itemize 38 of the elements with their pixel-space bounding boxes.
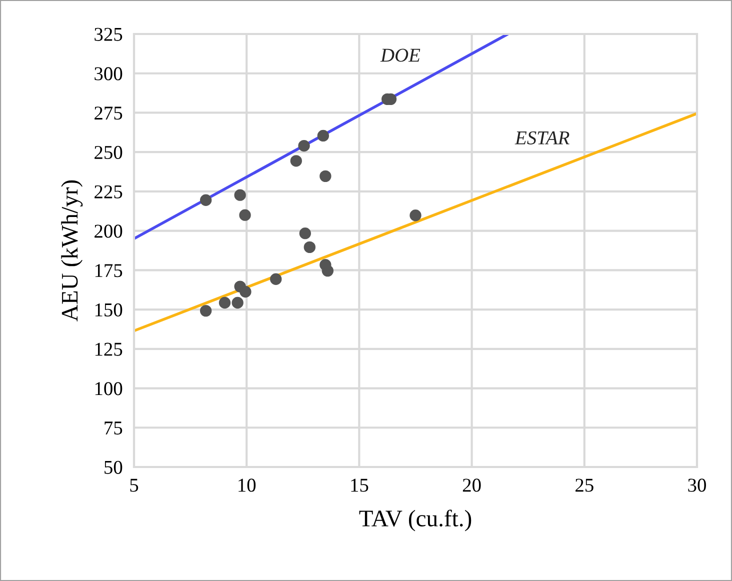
point — [218, 296, 231, 309]
point — [200, 194, 212, 206]
y-tick-label: 75 — [104, 422, 122, 435]
x-tick-label: 15 — [351, 478, 368, 492]
point — [239, 209, 251, 221]
series-label: DOE — [380, 48, 420, 62]
point — [200, 304, 212, 317]
x-tick-label: 20 — [462, 478, 481, 492]
point — [322, 264, 334, 277]
x-tick-label: 30 — [688, 478, 706, 492]
point — [232, 296, 244, 309]
point — [317, 130, 330, 142]
point — [270, 273, 282, 285]
y-tick-label: 250 — [94, 146, 122, 160]
point — [290, 155, 302, 167]
point — [298, 140, 310, 152]
point — [240, 286, 252, 298]
y-tick-label: 300 — [94, 67, 122, 80]
point — [299, 227, 311, 240]
y-tick-label: 325 — [94, 28, 122, 41]
y-tick-label: 225 — [94, 185, 122, 198]
y-tick-label: 275 — [94, 106, 122, 120]
point — [234, 189, 246, 201]
y-tick-label: 100 — [95, 382, 122, 396]
y-tick-label: 125 — [95, 342, 122, 356]
point — [410, 210, 422, 222]
x-axis-title: TAV (cu.ft.) — [359, 510, 472, 532]
y-tick-label: 175 — [95, 264, 122, 278]
y-axis-title: AEU (kWh/yr) — [61, 180, 83, 322]
y-tick-label: 150 — [95, 303, 122, 316]
x-tick-label: 25 — [576, 478, 594, 492]
series-label: ESTAR — [514, 131, 570, 144]
point — [320, 170, 332, 182]
x-tick-label: 10 — [238, 478, 256, 492]
y-tick-label: 50 — [104, 460, 122, 474]
x-tick-label: 5 — [130, 478, 138, 492]
y-tick-label: 200 — [94, 224, 122, 238]
point — [304, 241, 316, 254]
